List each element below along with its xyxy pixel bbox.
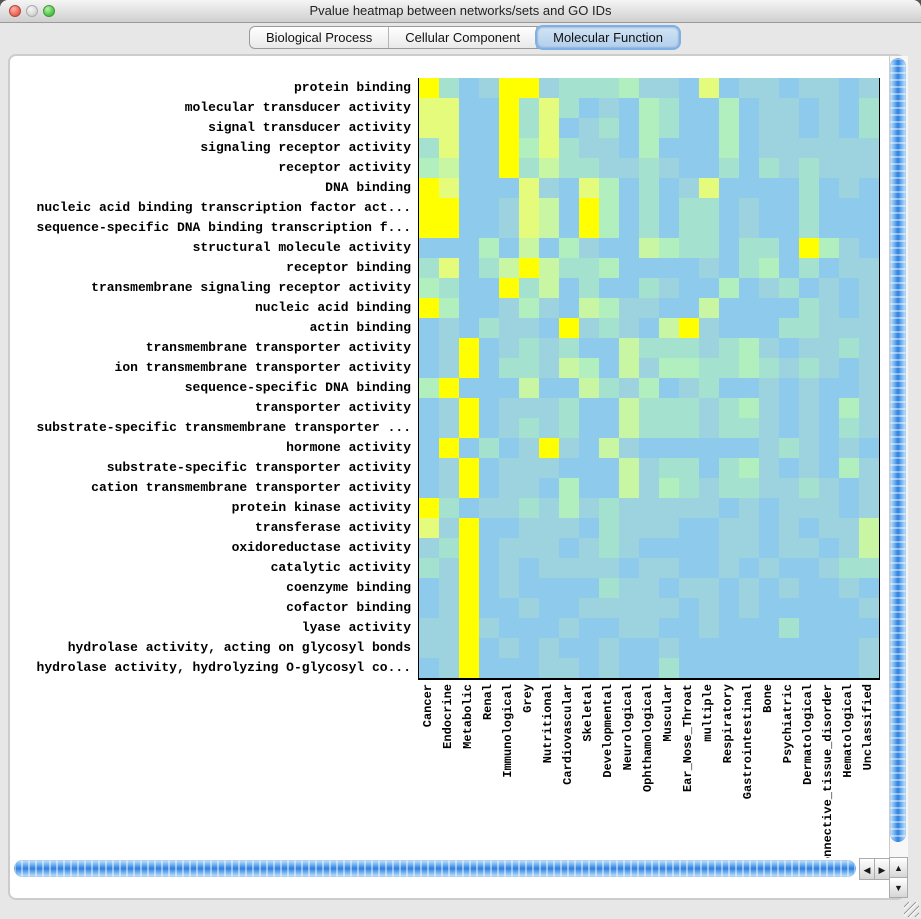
horizontal-scrollbar-thumb[interactable] xyxy=(14,860,856,877)
window-title: Pvalue heatmap between networks/sets and… xyxy=(309,3,612,18)
title-bar: Pvalue heatmap between networks/sets and… xyxy=(0,0,921,23)
resize-grip-icon[interactable] xyxy=(904,902,919,917)
tab-biological-process[interactable]: Biological Process xyxy=(250,27,390,48)
tab-bar: Biological Process Cellular Component Mo… xyxy=(249,26,680,49)
vertical-scrollbar-thumb[interactable] xyxy=(890,58,906,842)
scroll-up-button[interactable]: ▲ xyxy=(889,857,908,878)
minimize-icon[interactable] xyxy=(26,5,38,17)
zoom-icon[interactable] xyxy=(43,5,55,17)
content-panel xyxy=(8,54,905,900)
scroll-right-button[interactable]: ▶ xyxy=(874,858,890,880)
tab-molecular-function[interactable]: Molecular Function xyxy=(537,27,679,48)
close-icon[interactable] xyxy=(9,5,21,17)
tab-cellular-component[interactable]: Cellular Component xyxy=(389,27,538,48)
scroll-down-button[interactable]: ▼ xyxy=(889,877,908,898)
scroll-left-button[interactable]: ◀ xyxy=(859,858,875,880)
